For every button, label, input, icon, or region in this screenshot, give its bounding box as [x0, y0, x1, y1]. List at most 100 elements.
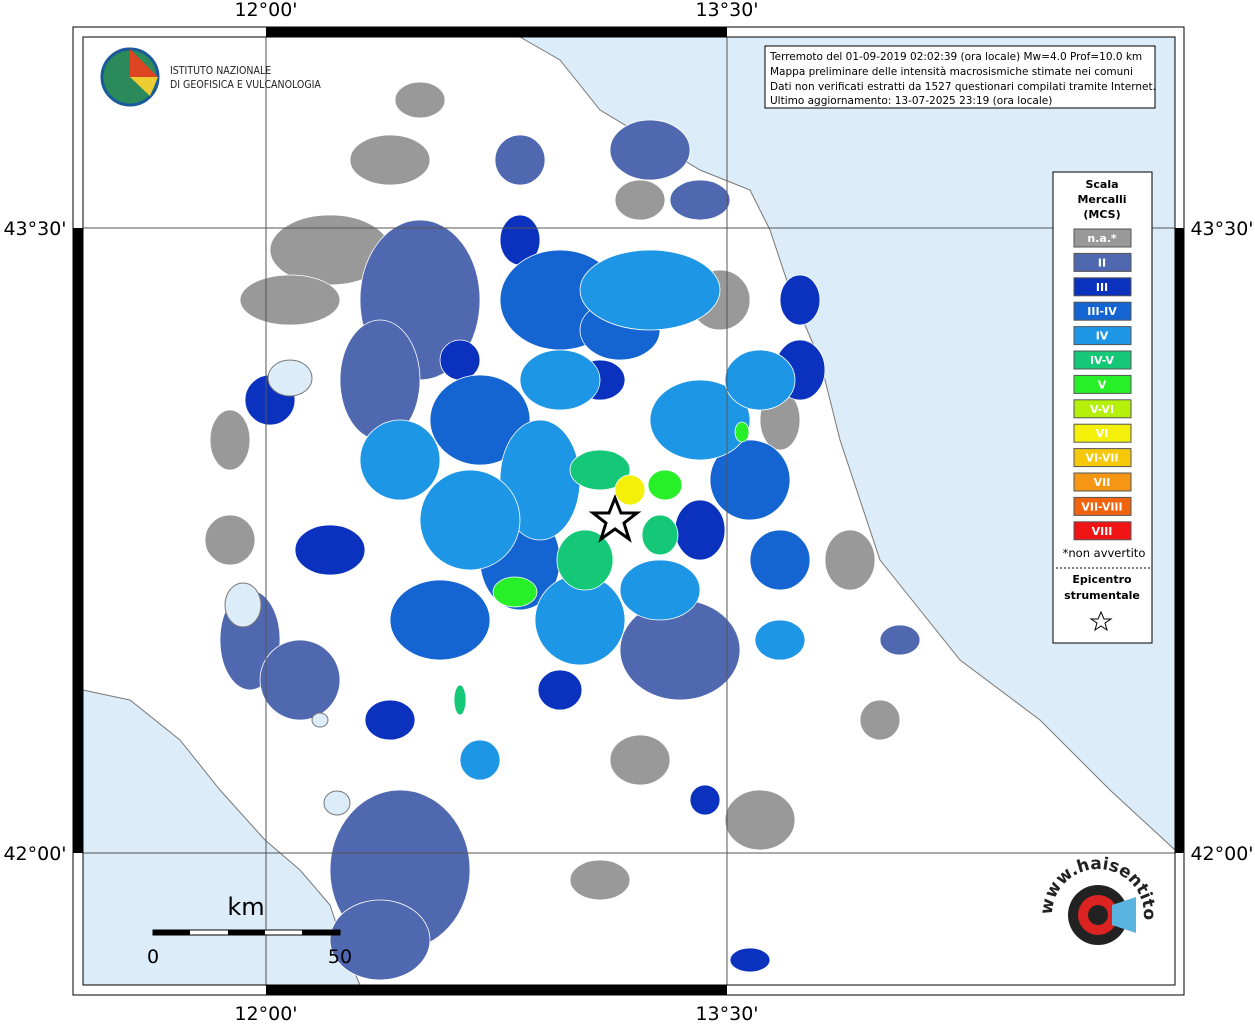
lon-label: 13°30' — [695, 1003, 758, 1024]
intensity-area — [647, 469, 683, 501]
legend-swatch — [1073, 496, 1132, 516]
intensity-area — [419, 469, 521, 571]
info-line: Terremoto del 01-09-2019 02:02:39 (ora l… — [769, 51, 1142, 63]
intensity-area — [204, 514, 256, 566]
legend-epicentre: Epicentro — [1072, 573, 1132, 586]
intensity-area — [859, 699, 901, 741]
intensity-area — [641, 514, 679, 556]
legend-swatch — [1073, 277, 1132, 297]
intensity-area — [294, 524, 366, 576]
institute-name: DI GEOFISICA E VULCANOLOGIA — [170, 79, 321, 91]
intensity-area — [689, 784, 721, 816]
frame-bar — [73, 228, 83, 853]
legend-swatch — [1073, 252, 1132, 272]
legend-label: V — [1098, 378, 1107, 391]
scale-segment — [153, 930, 190, 935]
legend-label: IV-V — [1090, 354, 1115, 367]
intensity-area — [453, 684, 467, 716]
scale-segment — [228, 930, 265, 935]
info-frame — [764, 45, 1156, 109]
intensity-area — [749, 529, 811, 591]
intensity-area — [674, 499, 726, 561]
legend-label: III — [1096, 281, 1108, 294]
intensity-area — [349, 134, 431, 186]
frame — [72, 26, 1185, 996]
frame-bar — [266, 985, 727, 995]
intensity-area — [619, 559, 701, 621]
intensity-area — [729, 947, 771, 973]
intensity-area — [669, 179, 731, 221]
legend-label: VI — [1096, 427, 1109, 440]
frame-bar — [266, 27, 727, 37]
intensity-area — [609, 119, 691, 181]
legend-title: (MCS) — [1083, 208, 1120, 221]
legend-swatch — [1073, 423, 1132, 443]
legend-swatch — [1073, 326, 1132, 346]
scale-unit: km — [227, 893, 264, 921]
legend-label: II — [1098, 256, 1106, 269]
intensity-area — [709, 439, 791, 521]
intensity-area — [359, 419, 441, 501]
grid-labels: 12°00' 13°30' 12°00' 13°30' 43°30' 43°30… — [3, 0, 1253, 1024]
intensity-area — [494, 134, 546, 186]
graticule — [83, 37, 1175, 985]
lake — [323, 790, 351, 816]
legend-swatch — [1073, 228, 1132, 248]
intensity-area — [209, 409, 251, 471]
intensity-area — [724, 789, 796, 851]
intensity-area — [459, 739, 501, 781]
intensity-area — [394, 81, 446, 119]
intensity-area — [579, 249, 721, 331]
lat-label: 42°00' — [1190, 843, 1253, 865]
intensity-area — [569, 859, 631, 901]
intensity-area — [879, 624, 921, 656]
legend-label: VIII — [1092, 525, 1113, 538]
logo-speaker — [1112, 897, 1136, 933]
legend-swatch — [1073, 301, 1132, 321]
scale-tick: 50 — [328, 946, 352, 968]
intensity-area — [614, 179, 666, 221]
intensity-area — [754, 619, 806, 661]
info-line: Dati non verificati estratti da 1527 que… — [770, 81, 1156, 93]
legend-label: n.a.* — [1087, 232, 1117, 245]
intensity-area — [734, 421, 750, 443]
lon-label: 13°30' — [695, 0, 758, 21]
lon-label: 12°00' — [234, 0, 297, 21]
institute-name: ISTITUTO NAZIONALE — [170, 65, 271, 77]
lat-label: 42°00' — [3, 843, 66, 865]
epicentre-star — [588, 493, 642, 543]
info-line: Ultimo aggiornamento: 13-07-2025 23:19 (… — [770, 95, 1052, 107]
lat-label: 43°30' — [1190, 218, 1253, 240]
intensity-area — [239, 274, 341, 326]
map-area — [82, 36, 1176, 986]
legend-label: VII-VIII — [1081, 500, 1122, 513]
legend-title: Mercalli — [1077, 193, 1126, 206]
legend-swatch — [1073, 374, 1132, 394]
intensity-area — [614, 474, 646, 506]
intensity-area — [569, 449, 631, 491]
intensity-area — [724, 349, 796, 411]
legend-label: IV — [1096, 330, 1109, 343]
legend-star — [1089, 610, 1113, 632]
legend-epicentre: strumentale — [1064, 589, 1140, 602]
intensity-area — [364, 699, 416, 741]
legend-label: VI-VII — [1085, 452, 1118, 465]
scale-tick: 0 — [147, 946, 159, 968]
legend-swatch — [1073, 399, 1132, 419]
lake — [224, 582, 262, 628]
lat-label: 43°30' — [3, 218, 66, 240]
lon-label: 12°00' — [234, 1003, 297, 1024]
frame-bar — [1175, 228, 1184, 853]
legend-swatch — [1073, 350, 1132, 370]
intensity-area — [329, 899, 431, 981]
info-line: Mappa preliminare delle intensità macros… — [770, 66, 1133, 78]
legend-note: *non avvertito — [1063, 546, 1146, 560]
legend-label: VII — [1094, 476, 1111, 489]
lakes — [224, 359, 351, 816]
intensity-area — [609, 734, 671, 786]
intensity-area — [439, 339, 481, 381]
intensity-area — [429, 374, 531, 466]
intensity-area — [389, 579, 491, 661]
legend-swatch — [1073, 472, 1132, 492]
